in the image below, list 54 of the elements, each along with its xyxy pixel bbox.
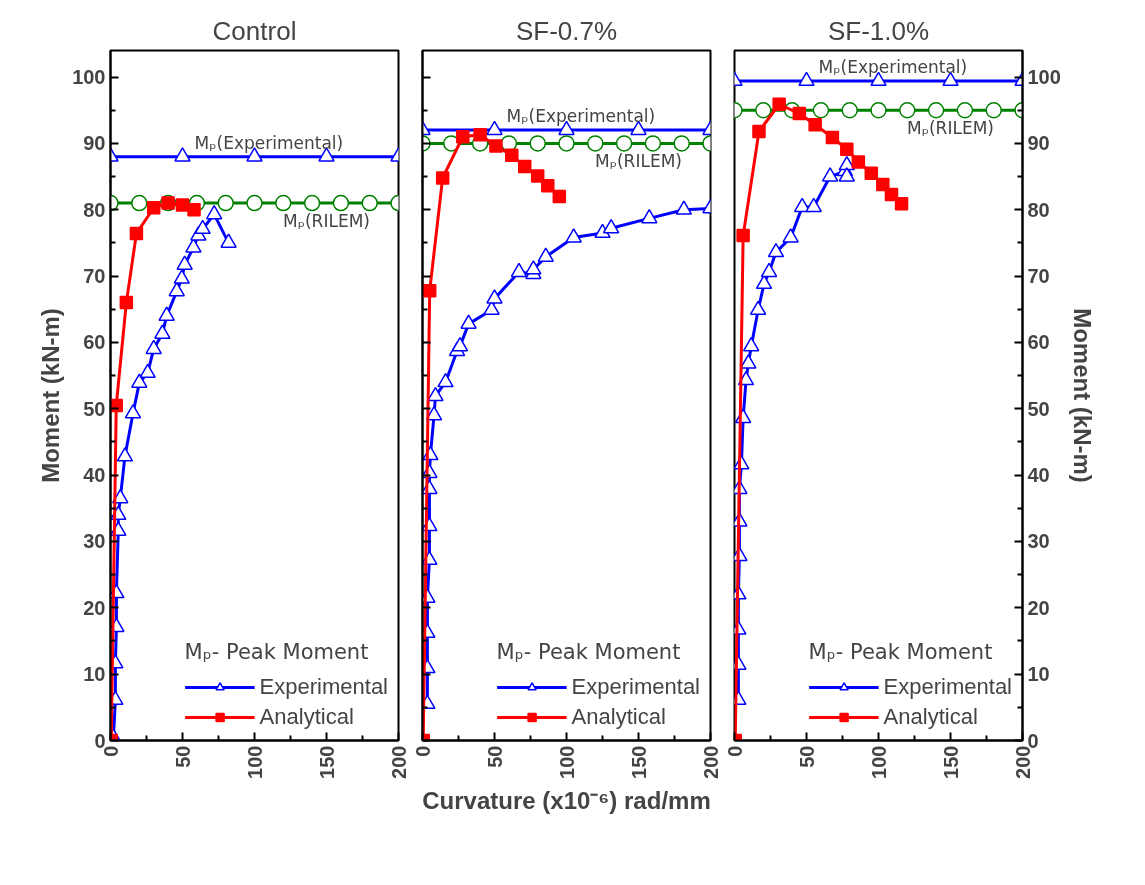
legend-label: Analytical bbox=[259, 704, 354, 730]
legend-label: Experimental bbox=[883, 674, 1012, 700]
x-tick-label: 150 bbox=[315, 745, 338, 779]
annotation: Mₚ(RILEM) bbox=[907, 118, 994, 139]
y-tick-label: 100 bbox=[1027, 66, 1061, 89]
x-tick-label: 50 bbox=[483, 745, 506, 768]
x-tick-label: 100 bbox=[555, 745, 578, 779]
x-tick-label: 200 bbox=[387, 745, 410, 779]
y-tick-label: 50 bbox=[83, 397, 106, 420]
annotation: Mₚ(Experimental) bbox=[506, 106, 656, 127]
y-tick-label: 70 bbox=[83, 265, 106, 288]
y-tick-label: 50 bbox=[1027, 397, 1050, 420]
y-axis-title: Moment (kN-m) bbox=[37, 308, 65, 483]
legend-title: Mₚ- Peak Moment bbox=[808, 640, 994, 664]
y-tick-label: 80 bbox=[83, 198, 106, 221]
legend-title: Mₚ- Peak Moment bbox=[184, 640, 370, 664]
y-tick-label: 40 bbox=[83, 464, 106, 487]
legend-label: Experimental bbox=[259, 674, 388, 700]
annotation: Mₚ(Experimental) bbox=[818, 57, 968, 78]
x-tick-label: 100 bbox=[867, 745, 890, 779]
annotation: Mₚ(Experimental) bbox=[194, 132, 344, 153]
y-tick-label: 20 bbox=[1027, 596, 1050, 619]
annotation: Mₚ(RILEM) bbox=[595, 151, 682, 172]
x-tick-label: 200 bbox=[699, 745, 722, 779]
x-tick-label: 50 bbox=[171, 745, 194, 768]
y-tick-label: 10 bbox=[1027, 663, 1050, 686]
x-tick-label: 150 bbox=[627, 745, 650, 779]
x-tick-label: 50 bbox=[795, 745, 818, 768]
legend-title: Mₚ- Peak Moment bbox=[496, 640, 682, 664]
y-tick-label: 30 bbox=[83, 530, 106, 553]
y-tick-label: 90 bbox=[83, 132, 106, 155]
annotation: Mₚ(RILEM) bbox=[283, 211, 370, 232]
x-tick-label: 0 bbox=[411, 745, 434, 757]
chart-title: Control bbox=[212, 15, 297, 46]
y-tick-label: 70 bbox=[1027, 265, 1050, 288]
x-tick-label: 0 bbox=[723, 745, 746, 757]
y-tick-label: 80 bbox=[1027, 198, 1050, 221]
legend-label: Analytical bbox=[571, 704, 666, 730]
chart-title: SF-1.0% bbox=[827, 15, 930, 46]
x-axis-title: Curvature (x10⁻⁶) rad/mm bbox=[422, 786, 711, 814]
x-tick-label: 150 bbox=[939, 745, 962, 779]
y-tick-label: 60 bbox=[1027, 331, 1050, 354]
legend-label: Experimental bbox=[571, 674, 700, 700]
chart-title: SF-0.7% bbox=[515, 15, 618, 46]
legend-label: Analytical bbox=[883, 704, 978, 730]
y-tick-label: 90 bbox=[1027, 132, 1050, 155]
y-tick-label: 40 bbox=[1027, 464, 1050, 487]
y-axis-title: Moment (kN-m) bbox=[1068, 308, 1096, 483]
y-tick-label: 30 bbox=[1027, 530, 1050, 553]
x-tick-label: 100 bbox=[243, 745, 266, 779]
y-tick-label: 100 bbox=[72, 66, 106, 89]
y-tick-label: 10 bbox=[83, 663, 106, 686]
y-tick-label: 20 bbox=[83, 596, 106, 619]
y-tick-label: 60 bbox=[83, 331, 106, 354]
